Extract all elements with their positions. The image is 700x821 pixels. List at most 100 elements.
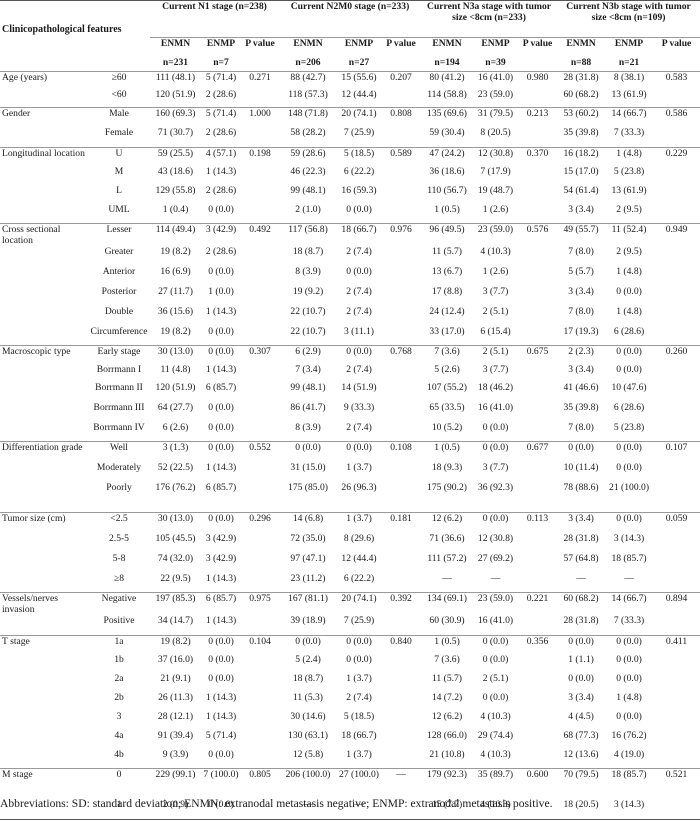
subheader-row: ENMN ENMP P value ENMN ENMP P value ENMN… — [0, 37, 700, 71]
p-value-cell: 0.181 — [381, 512, 421, 533]
feature-label — [0, 422, 88, 442]
enmn-cell: 96 (49.5) — [421, 222, 473, 246]
p-value-cell — [381, 286, 421, 306]
p-value-cell: 0.583 — [653, 70, 700, 89]
category-label: 0 — [88, 767, 150, 799]
p-value-cell — [241, 364, 279, 382]
enmn-cell: 11 (5.7) — [431, 245, 463, 257]
enmp-cell: 3 (7.7) — [482, 461, 509, 473]
category-label: Borrmann III — [93, 401, 145, 413]
p-value-cell: 0.113 — [518, 512, 558, 533]
enmn-cell: 0 (0.0) — [568, 673, 594, 684]
enmp-count: n=7 — [213, 57, 229, 68]
enmp-cell: 1 (2.6) — [482, 265, 509, 277]
enmp-cell: 0 (0.0) — [201, 345, 241, 364]
p-value-cell — [653, 711, 700, 730]
enmn-cell: 135 (69.6) — [421, 106, 473, 127]
enmn-cell: 22 (10.7) — [290, 305, 326, 317]
enmp-cell: 14 (66.7) — [605, 592, 654, 615]
p-value-cell — [381, 204, 421, 223]
p-value-cell: 0.980 — [518, 70, 558, 89]
feature-label — [0, 326, 88, 346]
enmp-cell: 20 (74.1) — [337, 106, 381, 127]
table-row: 4b 9 (3.9) 0 (0.0) 12 (5.8) 1 (3.7) 21 (10.8)… — [0, 749, 700, 768]
enmp-cell: 1 (14.3) — [205, 572, 237, 584]
enmn-cell: 60 (68.2) — [557, 592, 606, 615]
p-value-cell — [381, 246, 421, 266]
p-value-cell — [381, 422, 421, 442]
p-value-cell — [518, 422, 557, 442]
enmp-cell: 2 (7.4) — [346, 305, 372, 317]
enmp-cell: 36 (92.3) — [477, 481, 514, 493]
enmp-cell: 2 (5.1) — [473, 345, 518, 364]
p-value-cell — [381, 364, 421, 382]
p-value-cell: 0.059 — [653, 512, 700, 533]
enmp-cell: 2 (9.5) — [616, 245, 642, 257]
enmn-count: n=231 — [162, 57, 189, 68]
feature-label: Longitudinal location — [0, 146, 88, 166]
p-value-cell — [381, 533, 421, 553]
enmp-cell: 0 (0.0) — [605, 441, 654, 462]
p-value-cell: 0.356 — [518, 634, 558, 654]
category-label: <2.5 — [88, 512, 150, 533]
table-row: 5-8 74 (32.0) 3 (42.9) 97 (47.1) 12 (44.4) 11… — [0, 553, 700, 573]
table-row: UML 1 (0.4) 0 (0.0) 2 (1.0) 0 (0.0) 1 (0.5) 1 … — [0, 204, 700, 223]
enmp-cell: 6 (22.2) — [343, 572, 375, 584]
enmn-cell: 19 (8.2) — [160, 325, 191, 337]
p-value-cell — [653, 286, 700, 306]
p-value-cell — [518, 306, 557, 326]
p-value-cell — [241, 730, 279, 749]
enmn-cell: 1 (1.1) — [568, 654, 594, 665]
enmp-cell: 7 (25.9) — [343, 615, 375, 626]
enmn-cell: 2 (2.3) — [557, 345, 606, 364]
enmp-cell: 6 (85.7) — [201, 592, 241, 615]
enmn-cell: 7 (3.6) — [421, 345, 473, 364]
enmn-cell: 18 (8.7) — [292, 673, 324, 684]
enmp-cell: 1 (3.7) — [346, 461, 372, 473]
enmp-cell: 1 (4.8) — [605, 146, 654, 166]
enmn-cell: 7 (8.0) — [568, 245, 594, 257]
category-label: Borrmann II — [95, 381, 143, 393]
enmn-cell: 197 (85.3) — [150, 592, 201, 615]
feature-label: Age (years) — [0, 70, 88, 89]
enmn-cell: 3 (3.4) — [568, 363, 594, 375]
p-value-cell — [241, 749, 279, 768]
enmp-cell: 7 (33.3) — [613, 127, 645, 138]
enmn-cell: 24 (12.4) — [429, 305, 465, 317]
enmp-cell: 3 (11.1) — [343, 325, 375, 337]
category-label: <60 — [111, 89, 127, 100]
table-row: Vessels/nerves invasion Negative 197 (85.3… — [0, 592, 700, 615]
table-row: Differentiation grade Well 3 (1.3) 0 (0.0) 0… — [0, 441, 700, 462]
enmn-cell: 65 (33.5) — [429, 401, 465, 413]
enmn-cell: 59 (25.5) — [150, 146, 201, 166]
enmn-cell: 19 (8.2) — [150, 634, 201, 654]
p-value-cell — [653, 166, 700, 185]
table-row: Longitudinal location U 59 (25.5) 4 (57.1) 0… — [0, 146, 700, 166]
enmp-cell: 21 (100.0) — [609, 481, 650, 493]
p-value-cell — [518, 166, 557, 185]
p-value-cell: 0.840 — [381, 634, 421, 654]
feature-label — [0, 711, 88, 730]
enmp-cell: 12 (44.4) — [341, 552, 377, 564]
p-value-cell — [653, 402, 700, 422]
feature-label — [0, 462, 88, 482]
p-value-cell — [653, 553, 700, 573]
enmp-cell: 2 (5.1) — [482, 673, 509, 684]
enmp-cell: 0 (0.0) — [346, 265, 372, 277]
enmp-cell: 0 (0.0) — [201, 512, 241, 533]
enmn-cell: 118 (57.3) — [288, 89, 328, 100]
enmp-cell: 5 (18.5) — [337, 146, 381, 166]
enmp-cell: 7 (100.0) — [201, 767, 241, 799]
p-value-cell: 0.260 — [653, 345, 700, 364]
feature-label — [0, 673, 88, 692]
enmp-header: ENMP — [473, 37, 518, 57]
enmp-cell: 6 (85.7) — [205, 381, 237, 393]
table-row: 2a 21 (9.1) 0 (0.0) 18 (8.7) 1 (3.7) 11 (5.7)… — [0, 673, 700, 692]
enmn-cell: — — [279, 799, 337, 820]
category-label: Negative — [88, 592, 150, 615]
enmp-cell: 2 (28.6) — [205, 245, 237, 257]
enmp-cell: 35 (89.7) — [473, 767, 518, 799]
feature-label — [0, 615, 88, 635]
enmp-cell: 8 (20.5) — [480, 127, 511, 138]
p-value-cell: 0.107 — [653, 441, 700, 462]
